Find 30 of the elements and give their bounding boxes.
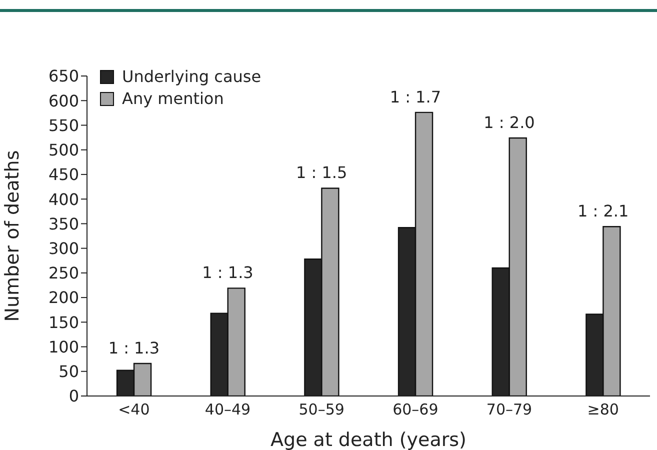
annotation: 1 : 1.5 <box>296 163 348 182</box>
y-tick-label: 50 <box>58 362 79 382</box>
x-axis-title: Age at death (years) <box>270 429 466 450</box>
y-tick-label: 600 <box>48 91 79 110</box>
y-tick-label: 400 <box>48 190 79 209</box>
y-tick-label: 550 <box>48 116 79 135</box>
legend-label: Any mention <box>122 88 224 110</box>
y-tick-label: 350 <box>48 214 79 234</box>
x-tick-label: 50–59 <box>298 400 344 419</box>
annotation: 1 : 1.3 <box>108 338 160 358</box>
y-tick-label: 650 <box>48 66 79 86</box>
x-tick-label: <40 <box>118 400 150 419</box>
y-axis-title: Number of deaths <box>2 150 24 322</box>
y-tick-label: 500 <box>48 140 79 160</box>
y-tick-label: 200 <box>48 288 79 308</box>
annotation: 1 : 2.0 <box>484 113 535 132</box>
y-tick-label: 450 <box>48 165 79 184</box>
y-tick-label: 0 <box>68 386 79 406</box>
x-tick-label: 60–69 <box>392 400 438 419</box>
y-tick-label: 150 <box>48 312 79 332</box>
legend-label: Underlying cause <box>122 66 262 88</box>
x-tick-label: 70–79 <box>486 400 532 419</box>
y-tick-label: 300 <box>48 238 79 258</box>
y-tick-label: 100 <box>48 337 79 356</box>
annotation: 1 : 1.7 <box>390 87 442 106</box>
annotation: 1 : 2.1 <box>577 202 629 221</box>
x-tick-label: ≥80 <box>587 400 619 419</box>
y-tick-label: 250 <box>48 264 79 283</box>
annotation: 1 : 1.3 <box>202 263 254 282</box>
x-tick-label: 40–49 <box>204 400 251 419</box>
